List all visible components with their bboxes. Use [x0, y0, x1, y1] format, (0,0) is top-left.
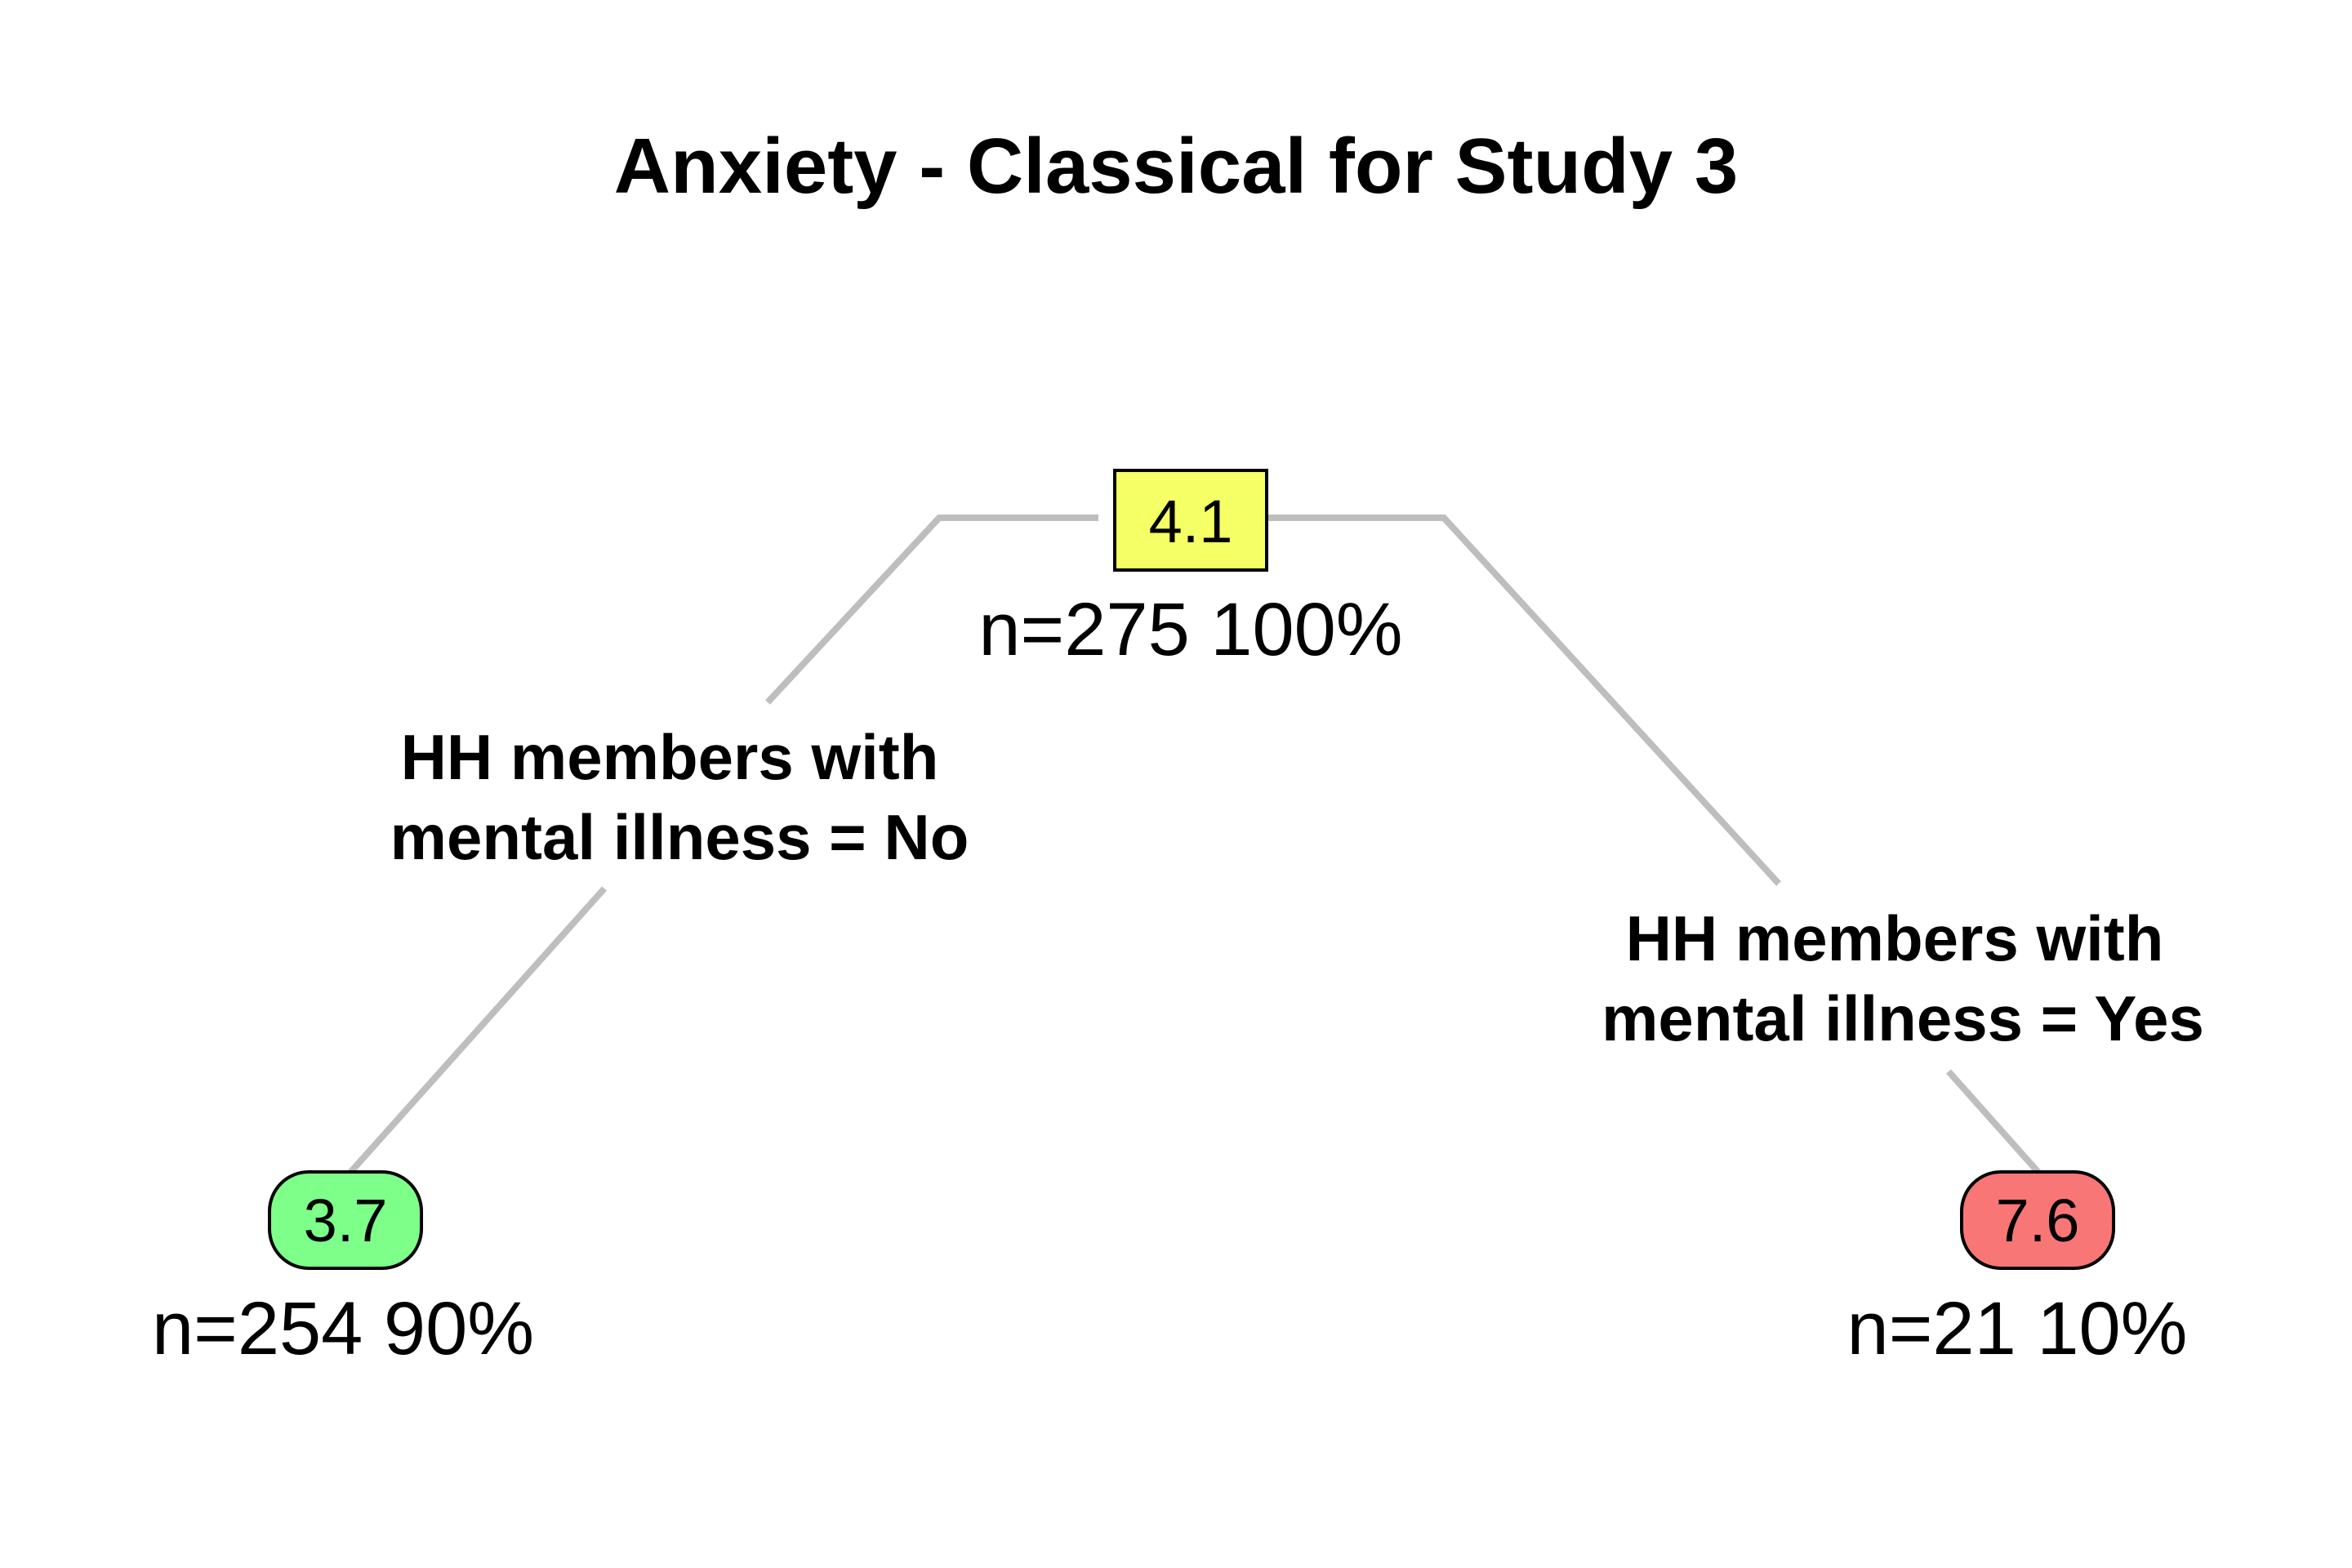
right-branch-lower: [1946, 1069, 2044, 1178]
left-branch-upper: [765, 514, 1098, 705]
left-leaf-value: 3.7: [304, 1187, 388, 1254]
root-node-value: 4.1: [1149, 488, 1233, 555]
right-leaf-box: [1960, 1170, 2115, 1270]
right-split-label-line1: HH members with: [1626, 902, 2164, 974]
left-branch-lower: [345, 886, 607, 1178]
chart-title: Anxiety - Classical for Study 3: [614, 122, 1738, 210]
left-split-label-line2: mental illness = No: [390, 801, 969, 873]
left-split-label-line1: HH members with: [401, 721, 939, 793]
right-leaf-node: 7.6: [1960, 1170, 2115, 1270]
root-node-box: [1113, 469, 1268, 572]
right-leaf-count: n=21 10%: [1847, 1287, 2188, 1370]
root-node-count: n=275 100%: [978, 588, 1402, 671]
left-leaf-box: [268, 1170, 423, 1270]
root-node: 4.1: [1113, 469, 1268, 572]
right-split-label-line2: mental illness = Yes: [1601, 982, 2204, 1054]
right-branch-upper: [1262, 514, 1781, 886]
left-leaf-count: n=254 90%: [152, 1287, 534, 1370]
right-leaf-value: 7.6: [1996, 1187, 2080, 1254]
left-leaf-node: 3.7: [268, 1170, 423, 1270]
